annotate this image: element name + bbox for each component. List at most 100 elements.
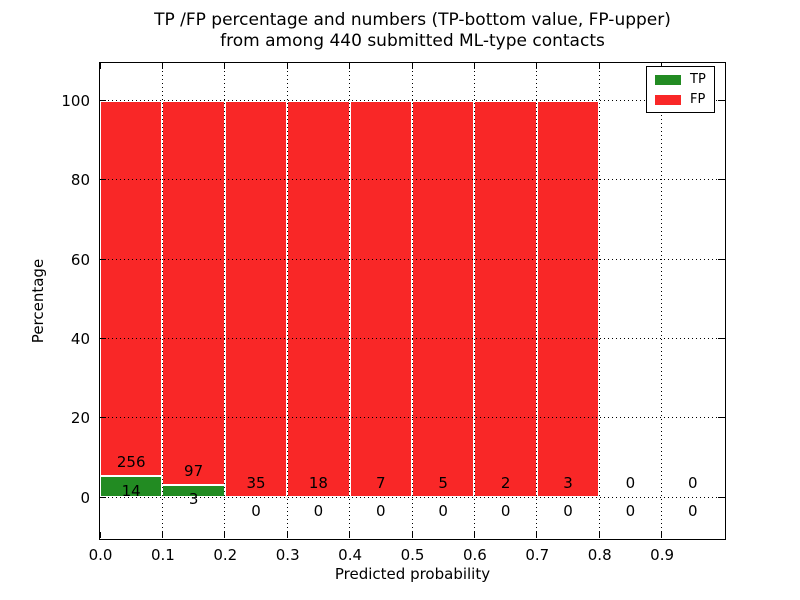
chart-title: TP /FP percentage and numbers (TP-bottom…: [99, 10, 726, 52]
gridline-vertical: [349, 63, 351, 539]
gridline-vertical: [536, 63, 538, 539]
axis-tick: [349, 63, 351, 69]
tp-count-label: 0: [563, 502, 573, 521]
axis-tick: [718, 417, 724, 419]
axis-tick: [598, 63, 600, 69]
axis-tick: [99, 532, 101, 538]
axis-tick: [536, 63, 538, 69]
x-axis-label: Predicted probability: [334, 565, 491, 583]
axis-tick: [536, 532, 538, 538]
gridline-vertical: [161, 63, 163, 539]
axis-tick: [473, 63, 475, 69]
gridline-horizontal: [100, 258, 725, 260]
axis-tick: [100, 179, 106, 181]
axis-tick: [100, 337, 106, 339]
x-tick-label: 0.5: [400, 546, 425, 564]
legend-swatch-fp: [655, 94, 681, 105]
tp-count-label: 0: [438, 502, 448, 521]
x-tick-label: 0.6: [462, 546, 487, 564]
axis-tick: [718, 496, 724, 498]
fp-count-label: 256: [116, 453, 146, 472]
axis-tick: [286, 532, 288, 538]
bar-tp-segment: [100, 476, 163, 497]
tp-count-label: 0: [688, 502, 698, 521]
bar-fp-segment: [536, 100, 600, 497]
legend-label-fp: FP: [690, 92, 706, 107]
axis-tick: [718, 100, 724, 101]
legend-item-fp: FP: [655, 93, 706, 106]
x-tick-label: 0.9: [650, 546, 675, 564]
chart-title-line1: TP /FP percentage and numbers (TP-bottom…: [154, 10, 671, 30]
axis-tick: [349, 532, 351, 538]
y-tick-label: 0: [80, 488, 90, 507]
axis-tick: [598, 532, 600, 538]
tp-count-label: 14: [121, 481, 141, 500]
x-tick-label: 0.7: [525, 546, 550, 564]
tp-count-label: 0: [313, 502, 324, 521]
y-tick-label: 100: [61, 92, 90, 110]
axis-tick: [661, 532, 663, 538]
axis-tick: [411, 532, 413, 538]
tp-count-label: 0: [376, 502, 386, 521]
gridline-vertical: [224, 63, 226, 539]
axis-tick: [224, 532, 226, 538]
fp-count-label: 0: [625, 473, 636, 492]
y-tick-label: 60: [70, 250, 90, 269]
legend-label-tp: TP: [690, 72, 706, 87]
legend-swatch-tp: [655, 74, 681, 85]
axis-tick: [224, 63, 226, 69]
axis-tick: [718, 179, 724, 181]
plot-area: 256 14 97 3 35 0 18 0 7 0 5 0 2 0 3 0 0 0 0 0: [99, 62, 726, 540]
axis-tick: [100, 100, 106, 101]
axis-tick: [100, 258, 106, 260]
axis-tick: [100, 417, 106, 419]
fp-count-label: 0: [688, 473, 698, 492]
gridline-horizontal: [100, 100, 725, 101]
legend: TP FP: [646, 66, 715, 113]
fp-count-label: 7: [376, 473, 386, 492]
legend-item-tp: TP: [655, 73, 706, 86]
bar-fp-segment: [349, 100, 412, 497]
y-tick-label: 80: [70, 171, 90, 190]
bar-fp-segment: [287, 100, 350, 497]
bar-fp-segment: [100, 100, 163, 477]
x-tick-label: 0.2: [213, 546, 238, 564]
axis-tick: [718, 258, 724, 260]
fp-count-label: 5: [438, 473, 448, 492]
x-tick-label: 0.4: [338, 546, 363, 564]
x-tick-label: 0.1: [150, 546, 175, 564]
x-tick-label: 0.8: [587, 546, 612, 564]
axis-tick: [161, 63, 163, 69]
y-tick-label: 40: [70, 329, 90, 348]
tp-count-label: 0: [625, 502, 636, 521]
gridline-vertical: [286, 63, 288, 539]
axis-tick: [161, 532, 163, 538]
y-axis-label: Percentage: [29, 258, 47, 344]
axis-tick: [286, 63, 288, 69]
fp-count-label: 97: [184, 461, 204, 480]
gridline-horizontal: [100, 496, 725, 498]
bar-tp-segment: [162, 485, 225, 497]
tp-count-label: 0: [251, 502, 261, 521]
axis-tick: [99, 63, 101, 69]
tp-count-label: 0: [500, 502, 511, 521]
x-tick-label: 0.3: [275, 546, 300, 564]
gridline-vertical: [473, 63, 475, 539]
axis-tick: [411, 63, 413, 69]
y-tick-label: 20: [70, 409, 90, 428]
bar-fp-segment: [412, 100, 475, 497]
gridline-horizontal: [100, 337, 725, 339]
fp-count-label: 18: [308, 473, 328, 492]
axis-tick: [718, 337, 724, 339]
tp-count-label: 3: [188, 490, 199, 509]
fp-count-label: 2: [500, 473, 511, 492]
bar-fp-segment: [224, 100, 288, 497]
fp-count-label: 3: [563, 473, 573, 492]
bar-fp-segment: [474, 100, 537, 497]
chart-title-line2: from among 440 submitted ML-type contact…: [220, 31, 605, 51]
gridline-vertical: [598, 63, 600, 539]
gridline-horizontal: [100, 179, 725, 181]
axis-tick: [473, 532, 475, 538]
axis-tick: [100, 496, 106, 498]
